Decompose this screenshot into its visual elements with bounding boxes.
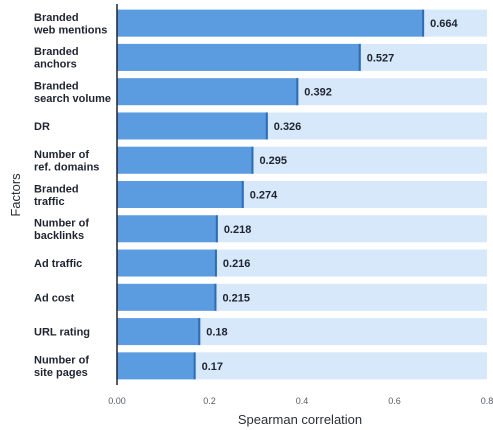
bar-edge — [214, 283, 217, 311]
x-tick-label: 0.6 — [388, 396, 401, 406]
bar-edge — [422, 9, 425, 37]
bar-edge — [193, 352, 196, 380]
x-tick-label: 0.4 — [296, 396, 309, 406]
category-label: Number of backlinks — [34, 218, 89, 243]
category-label: Number of site pages — [34, 355, 89, 380]
bar-edge — [296, 78, 299, 106]
bar — [117, 318, 201, 346]
bar — [117, 146, 254, 174]
value-label: 0.664 — [430, 18, 458, 30]
bar — [117, 181, 244, 208]
x-tick-labels: 0.00 0.2 0.4 0.6 0.8 — [108, 396, 493, 406]
bar — [117, 249, 217, 277]
x-tick-label: 0.8 — [481, 396, 493, 406]
bar — [117, 352, 196, 380]
bar — [117, 9, 425, 37]
bar-edge — [251, 146, 254, 174]
bar — [117, 78, 299, 106]
x-axis-title: Spearman correlation — [238, 412, 362, 427]
value-label: 0.218 — [224, 224, 252, 236]
category-label: DR — [34, 121, 50, 133]
category-label: Number of ref. domains — [34, 149, 99, 174]
value-label: 0.295 — [259, 155, 287, 167]
category-label: URL rating — [34, 327, 90, 339]
x-tick-label: 0.00 — [108, 396, 126, 406]
bar-edge — [198, 318, 201, 346]
value-label: 0.392 — [304, 87, 332, 99]
bar — [117, 112, 268, 140]
value-labels: 0.664 0.527 0.392 0.326 0.295 0.274 0.218 0.216… — [202, 18, 459, 373]
value-label: 0.274 — [250, 190, 278, 202]
bars — [117, 9, 425, 380]
bar — [117, 283, 217, 311]
value-label: 0.215 — [222, 292, 250, 304]
bar-edge — [265, 112, 268, 140]
category-label: Ad traffic — [34, 258, 82, 270]
category-label: Branded traffic — [34, 183, 79, 208]
bar — [117, 43, 361, 71]
value-label: 0.18 — [206, 327, 227, 339]
bar-edge — [215, 215, 218, 243]
category-label: Branded web mentions — [33, 12, 107, 37]
bar-edge — [241, 181, 244, 208]
category-label: Ad cost — [34, 292, 75, 304]
bar-edge — [358, 43, 361, 71]
value-label: 0.326 — [274, 121, 302, 133]
y-axis-title: Factors — [8, 173, 23, 217]
value-label: 0.17 — [202, 361, 223, 373]
value-label: 0.216 — [223, 258, 251, 270]
bar — [117, 215, 218, 243]
bar-edge — [214, 249, 217, 277]
x-tick-label: 0.2 — [203, 396, 216, 406]
category-label: Branded anchors — [34, 46, 79, 70]
value-label: 0.527 — [367, 52, 395, 64]
category-label: Branded search volume — [34, 80, 111, 105]
category-labels: Branded web mentions Branded anchors Branded… — [33, 12, 111, 379]
